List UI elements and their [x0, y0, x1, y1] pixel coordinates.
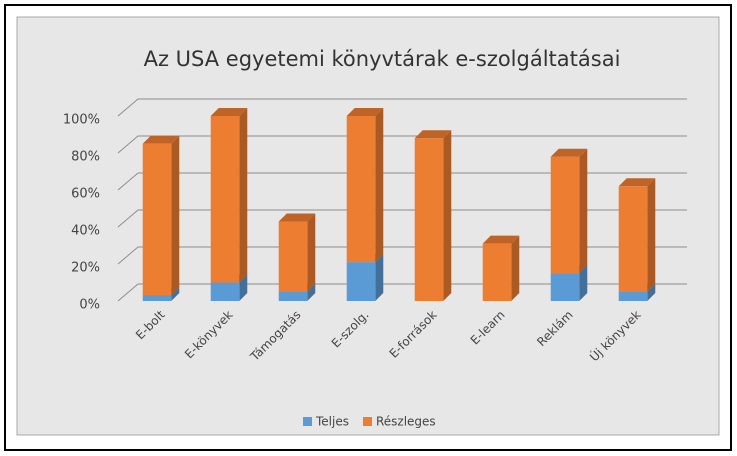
bar [142, 143, 172, 296]
bar [278, 291, 308, 301]
legend-swatch [303, 417, 312, 426]
bar-side [375, 108, 384, 263]
bar [618, 291, 648, 301]
bar [210, 116, 240, 283]
bar-top [550, 148, 588, 157]
bar-side [239, 274, 248, 301]
legend-label: Részleges [376, 415, 436, 429]
bar-side [375, 254, 384, 301]
bar-top [142, 135, 180, 144]
bar-side [647, 178, 656, 292]
bar [618, 186, 648, 292]
bar-top [618, 178, 656, 187]
y-tick-label: 60% [71, 187, 100, 202]
bar [550, 156, 580, 274]
bar-side [579, 148, 588, 274]
bar-side [443, 130, 452, 301]
bar [210, 282, 240, 301]
chart-title: Az USA egyetemi könyvtárak e-szolgáltatá… [144, 47, 621, 71]
bar-side [307, 283, 316, 301]
bar-side [511, 235, 520, 301]
bar-side [239, 108, 248, 283]
bar-side [647, 283, 656, 301]
grid-line [117, 98, 687, 117]
grid-line [117, 209, 687, 228]
bar-top [482, 235, 520, 244]
bar [346, 116, 376, 263]
bar-side [579, 265, 588, 301]
bar-top [414, 130, 452, 139]
grid-line [117, 172, 687, 191]
bar [482, 243, 512, 301]
y-tick-label: 20% [71, 261, 100, 276]
bar [550, 273, 580, 301]
bar [346, 262, 376, 301]
bar-side [171, 135, 180, 296]
y-tick-label: 100% [63, 113, 100, 128]
bar [414, 138, 444, 301]
bar [278, 221, 308, 292]
bar-top [346, 108, 384, 116]
bar-top [210, 108, 248, 116]
bar-side [307, 213, 316, 292]
bar-side [171, 287, 180, 301]
y-tick-label: 80% [71, 150, 100, 165]
bar-top [278, 213, 316, 222]
legend-swatch [362, 417, 372, 426]
legend-label: Teljes [315, 415, 349, 429]
grid-line [117, 135, 687, 154]
bar [142, 295, 172, 301]
y-tick-label: 0% [79, 298, 100, 313]
y-tick-label: 40% [71, 224, 100, 239]
